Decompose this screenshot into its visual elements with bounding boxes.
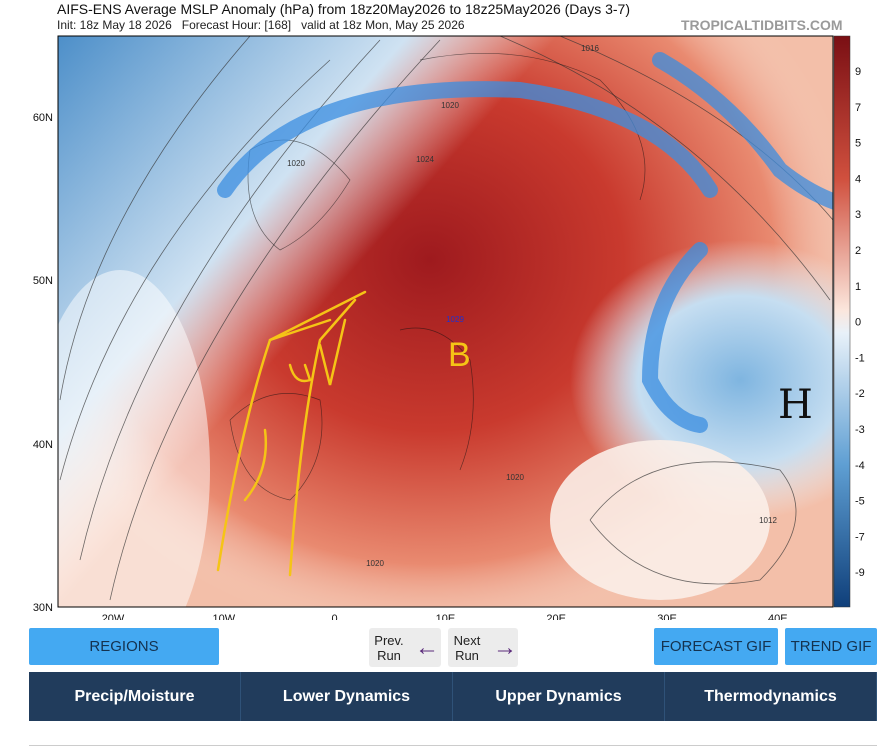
lat-label: 30N xyxy=(33,602,53,614)
lat-label: 60N xyxy=(33,112,53,124)
tab[interactable]: Thermodynamics xyxy=(665,672,877,721)
next-run-button[interactable]: Next Run → xyxy=(448,628,518,667)
colorbar-label: -2 xyxy=(855,388,865,400)
map-field xyxy=(58,36,833,607)
colorbar-label: 9 xyxy=(855,66,861,78)
isobar-label: 1012 xyxy=(759,516,777,525)
colorbar-label: -9 xyxy=(855,567,865,579)
colorbar-label: -1 xyxy=(855,352,865,364)
colorbar-label: 4 xyxy=(855,173,861,185)
isobar-label: 1024 xyxy=(416,155,434,164)
tab[interactable]: Precip/Moisture xyxy=(29,672,241,721)
isobar-label: 1020 xyxy=(366,559,384,568)
annotation: H xyxy=(778,382,813,428)
map-frame xyxy=(57,35,834,608)
colorbar-label: 0 xyxy=(855,317,861,329)
isobar-label: 1020 xyxy=(506,473,524,482)
next-run-label: Next Run xyxy=(453,632,481,663)
lon-label: 0 xyxy=(332,613,338,620)
trend-gif-button[interactable]: TREND GIF xyxy=(785,628,877,665)
lon-label: 20W xyxy=(102,613,125,620)
site-name: TROPICALTIDBITS.COM xyxy=(681,17,843,33)
colorbar-label: 1 xyxy=(855,281,861,293)
tab[interactable]: Lower Dynamics xyxy=(241,672,453,721)
tab-bar: Precip/Moisture Lower Dynamics Upper Dynam… xyxy=(29,672,877,721)
isobar-label: 1020 xyxy=(287,159,305,168)
colorbar-label: -3 xyxy=(855,424,865,436)
subtitle: Init: 18z May 18 2026 Forecast Hour: [16… xyxy=(57,18,465,32)
colorbar-label: 2 xyxy=(855,245,861,257)
lat-label: 40N xyxy=(33,439,53,451)
isobar-label: 1020 xyxy=(441,101,459,110)
colorbar xyxy=(833,35,851,608)
lon-label: 30E xyxy=(657,613,677,620)
colorbar-label: 5 xyxy=(855,138,861,150)
regions-button[interactable]: REGIONS xyxy=(29,628,219,665)
lon-label: 20E xyxy=(546,613,566,620)
tab[interactable]: Upper Dynamics xyxy=(453,672,665,721)
prev-run-button[interactable]: Prev. Run ← xyxy=(369,628,441,667)
forecast-gif-button[interactable]: FORECAST GIF xyxy=(654,628,778,665)
isobar-label: 1029 xyxy=(446,315,464,324)
colorbar-label: 3 xyxy=(855,209,861,221)
colorbar-label: -7 xyxy=(855,531,865,543)
arrow-left: ← xyxy=(415,634,439,661)
lon-label: 40E xyxy=(768,613,788,620)
prev-run-label: Prev. Run xyxy=(374,632,404,663)
colorbar-label: 7 xyxy=(855,102,861,114)
annotation: B xyxy=(448,336,471,374)
lon-label: 10W xyxy=(212,613,235,620)
isobar-label: 1016 xyxy=(581,44,599,53)
title: AIFS-ENS Average MSLP Anomaly (hPa) from… xyxy=(57,1,630,17)
divider xyxy=(29,745,877,746)
colorbar-label: -5 xyxy=(855,496,865,508)
map-figure: 60N 50N 40N 30N 20W 10W 0 10E 20E 30E 40E 1016 1020 1… xyxy=(33,35,865,620)
arrow-right: → xyxy=(493,634,517,661)
lat-label: 50N xyxy=(33,275,53,287)
lon-label: 10E xyxy=(436,613,456,620)
colorbar-label: -4 xyxy=(855,460,865,472)
